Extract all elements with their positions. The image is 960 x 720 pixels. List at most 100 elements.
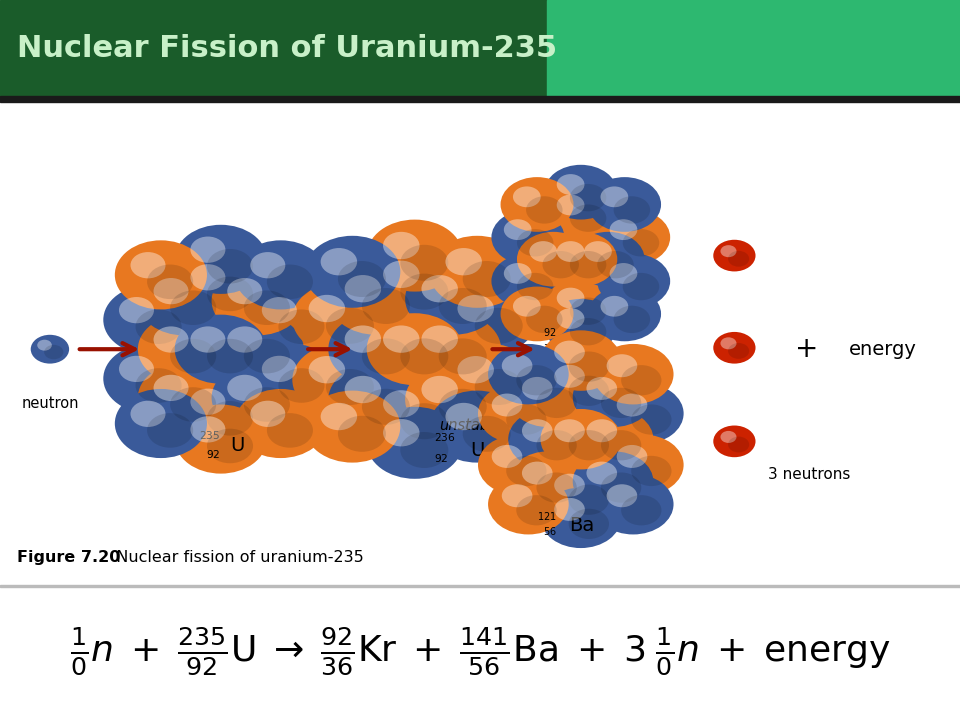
Circle shape (138, 315, 230, 384)
Circle shape (488, 474, 568, 534)
Circle shape (587, 462, 617, 485)
Text: $_{92}$: $_{92}$ (434, 450, 448, 465)
Circle shape (267, 413, 313, 448)
Circle shape (728, 436, 749, 452)
Circle shape (115, 240, 207, 310)
Circle shape (211, 315, 303, 384)
Circle shape (570, 297, 607, 325)
Circle shape (147, 413, 193, 448)
Text: $^{235}$: $^{235}$ (200, 432, 221, 447)
Circle shape (502, 485, 533, 507)
Circle shape (728, 251, 749, 266)
Circle shape (516, 232, 589, 287)
Circle shape (458, 356, 494, 383)
Circle shape (463, 261, 511, 297)
Bar (0, 96, 960, 102)
Circle shape (492, 253, 564, 308)
Circle shape (632, 456, 672, 486)
Circle shape (488, 344, 568, 405)
Circle shape (211, 266, 303, 336)
Circle shape (568, 485, 609, 515)
Circle shape (621, 365, 661, 395)
Circle shape (478, 435, 559, 495)
Circle shape (713, 332, 756, 364)
Circle shape (588, 177, 661, 232)
Circle shape (557, 308, 585, 329)
Circle shape (328, 263, 424, 335)
Circle shape (304, 235, 400, 307)
Circle shape (445, 248, 482, 275)
Circle shape (309, 295, 346, 323)
Circle shape (529, 241, 557, 262)
Circle shape (492, 394, 522, 416)
Circle shape (383, 232, 420, 259)
Circle shape (367, 248, 463, 320)
Circle shape (492, 445, 522, 468)
Circle shape (190, 416, 226, 443)
Circle shape (506, 456, 546, 486)
Text: +: + (795, 336, 818, 363)
Circle shape (508, 409, 588, 469)
Circle shape (544, 299, 617, 354)
Circle shape (713, 426, 756, 457)
Circle shape (115, 389, 207, 458)
Circle shape (278, 368, 324, 402)
Circle shape (720, 337, 736, 349)
Circle shape (557, 241, 585, 262)
Circle shape (474, 369, 522, 405)
Circle shape (554, 341, 585, 364)
Circle shape (345, 376, 381, 403)
Circle shape (502, 354, 533, 377)
Text: $^{121}$: $^{121}$ (537, 511, 557, 525)
Circle shape (613, 197, 650, 224)
Circle shape (262, 297, 297, 323)
Bar (0, 585, 960, 587)
Circle shape (190, 237, 226, 263)
Circle shape (304, 390, 400, 462)
Circle shape (442, 343, 538, 415)
Circle shape (603, 383, 684, 444)
Circle shape (292, 343, 388, 415)
Circle shape (104, 285, 196, 354)
Circle shape (445, 402, 482, 430)
Circle shape (321, 248, 357, 275)
Circle shape (154, 375, 188, 401)
Circle shape (458, 295, 494, 323)
Circle shape (207, 401, 253, 436)
Circle shape (400, 432, 448, 468)
Circle shape (383, 325, 420, 353)
Circle shape (421, 376, 458, 403)
Circle shape (207, 428, 253, 463)
Circle shape (500, 287, 573, 341)
Circle shape (309, 356, 346, 383)
Circle shape (728, 343, 749, 359)
Circle shape (593, 474, 674, 534)
Circle shape (44, 345, 63, 359)
Circle shape (207, 339, 253, 374)
Circle shape (554, 474, 585, 497)
Circle shape (170, 339, 216, 374)
Circle shape (292, 282, 388, 355)
Circle shape (135, 368, 181, 402)
Circle shape (540, 464, 621, 524)
Circle shape (170, 290, 216, 325)
Circle shape (492, 210, 564, 265)
Circle shape (429, 235, 525, 307)
Text: 3 neutrons: 3 neutrons (768, 467, 851, 482)
Circle shape (154, 326, 188, 353)
Circle shape (234, 389, 326, 458)
Circle shape (328, 364, 424, 436)
Circle shape (345, 325, 381, 353)
Circle shape (321, 402, 357, 430)
Circle shape (607, 485, 637, 507)
Circle shape (421, 275, 458, 302)
Circle shape (251, 252, 285, 279)
Circle shape (513, 296, 540, 317)
Circle shape (544, 185, 617, 240)
Circle shape (154, 278, 188, 305)
Circle shape (571, 232, 645, 287)
Circle shape (244, 339, 290, 374)
Circle shape (540, 409, 621, 469)
Circle shape (37, 340, 52, 351)
Text: unstable: unstable (439, 418, 502, 433)
